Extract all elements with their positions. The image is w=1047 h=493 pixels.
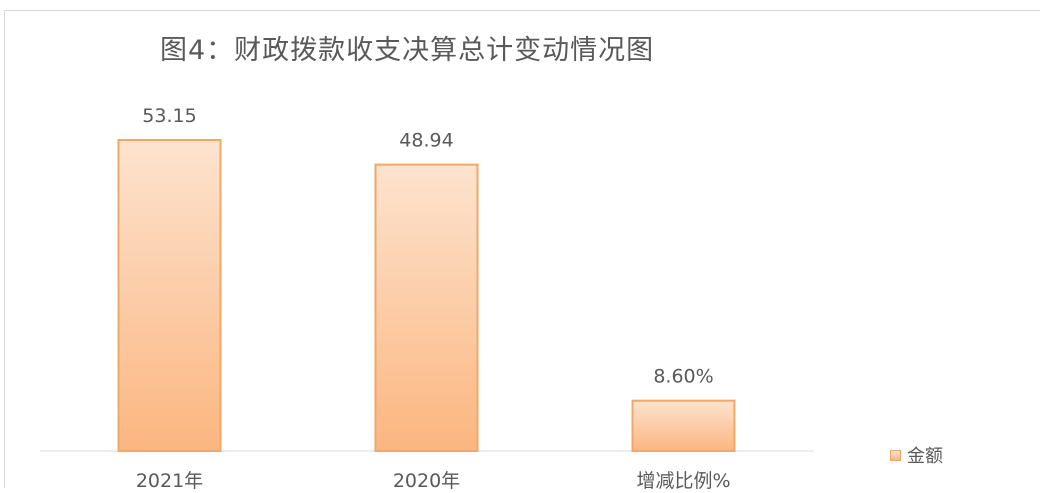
x-tick-label: 2020年 xyxy=(393,470,460,492)
data-label: 48.94 xyxy=(399,130,453,152)
legend-swatch xyxy=(890,449,901,461)
data-label: 53.15 xyxy=(142,105,196,127)
legend-label: 金额 xyxy=(907,446,943,467)
chart-frame xyxy=(4,10,1040,488)
bar xyxy=(117,139,222,452)
legend: 金额 xyxy=(890,442,943,468)
bar xyxy=(374,163,479,452)
chart-title: 图4：财政拨款收支决算总计变动情况图 xyxy=(160,35,655,66)
bar xyxy=(631,399,736,453)
x-tick-label: 增减比例% xyxy=(636,470,730,492)
data-label: 8.60% xyxy=(653,366,713,388)
x-tick-label: 2021年 xyxy=(136,470,203,492)
